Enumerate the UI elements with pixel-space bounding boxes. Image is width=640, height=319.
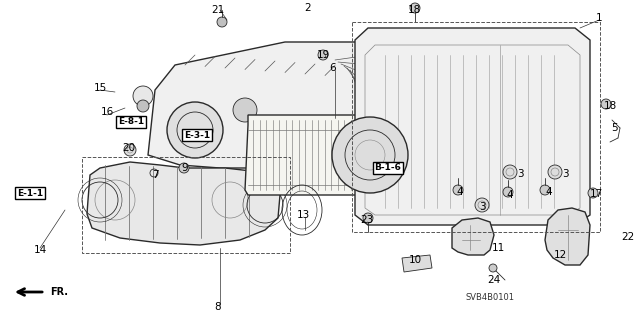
Text: 1: 1	[596, 13, 602, 23]
Circle shape	[332, 117, 408, 193]
Text: 20: 20	[122, 143, 136, 153]
Polygon shape	[545, 208, 590, 265]
Text: 21: 21	[211, 5, 225, 15]
Circle shape	[318, 50, 328, 60]
Circle shape	[503, 165, 517, 179]
Text: 23: 23	[360, 215, 374, 225]
Circle shape	[217, 17, 227, 27]
Text: 12: 12	[554, 250, 566, 260]
Polygon shape	[402, 255, 432, 272]
Circle shape	[588, 188, 598, 198]
Text: 5: 5	[612, 123, 618, 133]
Circle shape	[179, 163, 189, 173]
Polygon shape	[452, 218, 494, 255]
Text: 3: 3	[562, 169, 568, 179]
Text: 7: 7	[152, 170, 158, 180]
Text: E-3-1: E-3-1	[184, 130, 210, 139]
Text: 3: 3	[479, 202, 485, 212]
Circle shape	[233, 98, 257, 122]
Text: 18: 18	[604, 101, 616, 111]
Text: 2: 2	[305, 3, 311, 13]
Circle shape	[410, 3, 420, 13]
Circle shape	[133, 86, 153, 106]
Text: E-8-1: E-8-1	[118, 117, 144, 127]
Text: 10: 10	[408, 255, 422, 265]
Circle shape	[167, 102, 223, 158]
Text: 14: 14	[33, 245, 47, 255]
Text: 4: 4	[507, 190, 513, 200]
Circle shape	[475, 198, 489, 212]
Bar	[352, 22, 600, 232]
Circle shape	[601, 99, 611, 109]
Text: 6: 6	[330, 63, 336, 73]
Text: 11: 11	[492, 243, 504, 253]
Text: 4: 4	[457, 187, 463, 197]
Circle shape	[548, 165, 562, 179]
Bar	[82, 157, 290, 253]
Circle shape	[137, 100, 149, 112]
Circle shape	[503, 187, 513, 197]
Text: 8: 8	[214, 302, 221, 312]
Circle shape	[489, 264, 497, 272]
Text: 22: 22	[621, 232, 635, 242]
Text: E-1-1: E-1-1	[17, 189, 43, 197]
Text: 3: 3	[516, 169, 524, 179]
Text: 16: 16	[100, 107, 114, 117]
Text: 19: 19	[316, 50, 330, 60]
Text: 18: 18	[408, 5, 420, 15]
Text: 4: 4	[546, 187, 552, 197]
Polygon shape	[245, 115, 395, 195]
Text: 9: 9	[182, 163, 188, 173]
Circle shape	[363, 213, 373, 223]
Circle shape	[453, 185, 463, 195]
Text: SVB4B0101: SVB4B0101	[465, 293, 515, 302]
Text: B-1-6: B-1-6	[374, 164, 401, 173]
Text: 13: 13	[296, 210, 310, 220]
Circle shape	[540, 185, 550, 195]
Text: 15: 15	[93, 83, 107, 93]
Circle shape	[124, 144, 136, 156]
Text: 17: 17	[589, 189, 603, 199]
Polygon shape	[87, 162, 280, 245]
Polygon shape	[355, 28, 590, 225]
Polygon shape	[148, 42, 375, 168]
Text: FR.: FR.	[50, 287, 68, 297]
Text: 24: 24	[488, 275, 500, 285]
